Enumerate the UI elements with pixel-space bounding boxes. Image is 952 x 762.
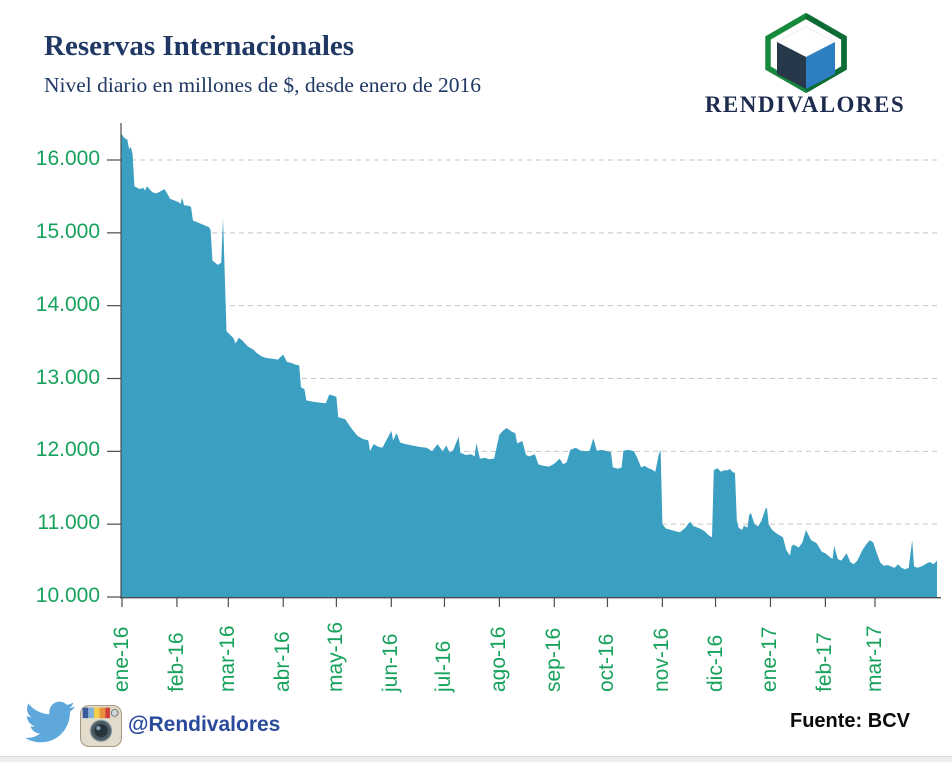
x-axis-label: jul-16 [432, 640, 456, 692]
x-axis-label: jun-16 [379, 633, 403, 692]
rendivalores-logo: RENDIVALORES [680, 10, 930, 125]
x-axis-label: dic-16 [703, 634, 727, 692]
x-axis-label: feb-17 [813, 632, 837, 692]
twitter-icon[interactable] [25, 701, 75, 743]
y-axis-label: 16.000 [35, 147, 100, 170]
logo-cube-icon [765, 13, 847, 93]
area-series [121, 134, 937, 597]
x-axis-label: oct-16 [595, 633, 619, 692]
x-axis-label: mar-17 [863, 625, 886, 692]
x-axis-label: may-16 [324, 621, 348, 692]
instagram-icon[interactable] [80, 705, 122, 747]
y-axis-label: 12.000 [35, 438, 100, 462]
page-title: Reservas Internacionales [44, 30, 355, 62]
x-axis-label: nov-16 [650, 627, 674, 692]
source-label: Fuente: BCV [790, 710, 910, 732]
bottom-edge [0, 756, 952, 762]
y-axis-label: 10.000 [35, 584, 100, 607]
page-subtitle: Nivel diario en millones de $, desde ene… [44, 73, 482, 97]
x-axis-label: ago-16 [487, 626, 511, 692]
x-axis-label: ene-16 [110, 626, 133, 692]
x-axis-label: ene-17 [758, 626, 782, 692]
y-axis-label: 13.000 [35, 365, 100, 389]
x-axis-label: feb-16 [164, 632, 188, 692]
social-handle: @Rendivalores [128, 713, 281, 736]
y-axis-label: 14.000 [35, 292, 100, 316]
y-axis-label: 15.000 [35, 219, 100, 243]
x-axis-label: sep-16 [542, 627, 566, 692]
logo-brand-text: RENDIVALORES [704, 92, 906, 117]
y-axis-label: 11.000 [37, 511, 100, 535]
x-axis-label: mar-16 [216, 625, 240, 692]
x-axis-label: abr-16 [271, 631, 295, 692]
